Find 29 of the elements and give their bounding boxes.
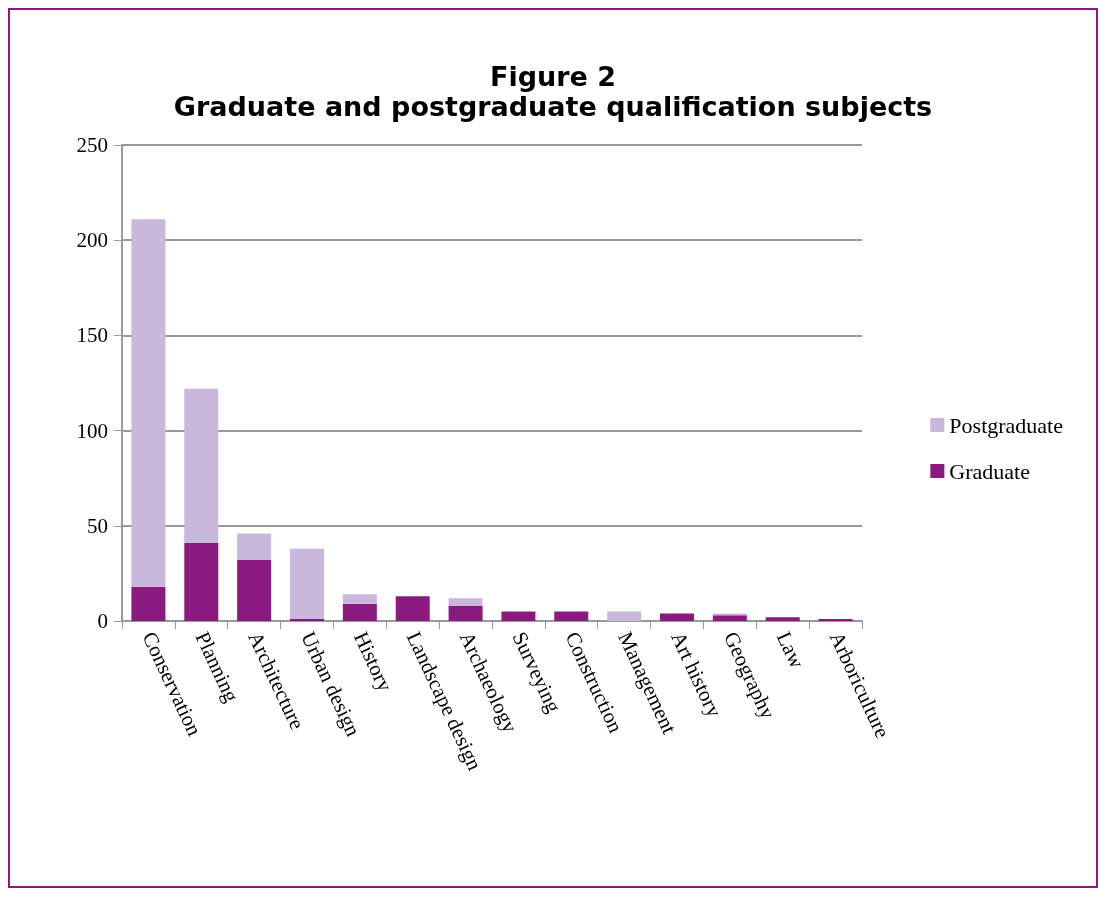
bar [554, 611, 589, 621]
bar [184, 388, 219, 543]
y-tick-label: 50 [87, 513, 108, 538]
bar [237, 533, 272, 561]
bar [342, 594, 377, 604]
bar [290, 548, 324, 620]
bar [131, 219, 166, 587]
bar [660, 613, 694, 621]
bar [395, 596, 430, 621]
bar [131, 586, 166, 621]
y-tick-label: 250 [76, 133, 108, 157]
bar [712, 615, 747, 621]
y-tick-label: 0 [97, 609, 108, 633]
bar [607, 611, 642, 621]
bar [184, 542, 219, 621]
x-tick-label: Law [771, 627, 810, 673]
bar [448, 598, 483, 606]
bar [237, 560, 272, 621]
legend-label: Postgraduate [949, 412, 1064, 438]
y-tick-label: 200 [76, 228, 108, 253]
chart-title: Figure 2 [489, 61, 617, 92]
y-tick-label: 150 [76, 323, 108, 348]
y-tick-label: 100 [76, 418, 108, 443]
x-tick-label: History [348, 627, 398, 696]
bar [501, 611, 536, 621]
legend-label: Graduate [949, 458, 1030, 484]
bar [765, 617, 800, 621]
bar [448, 605, 483, 621]
bar [342, 603, 377, 621]
